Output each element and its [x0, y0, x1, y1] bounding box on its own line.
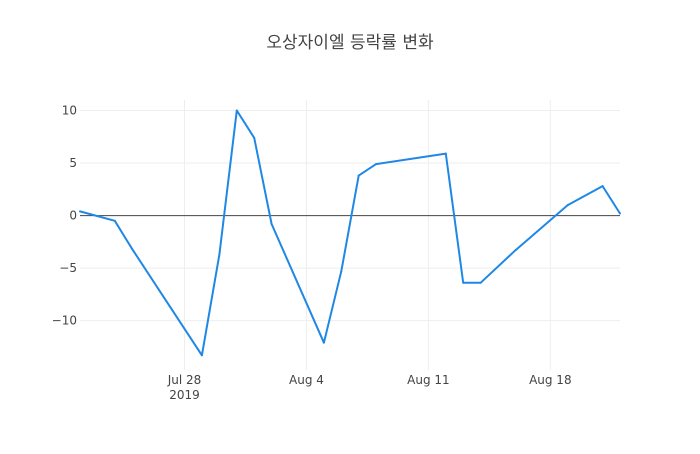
y-tick-label: 5: [69, 156, 77, 170]
series-layer: [79, 109, 621, 357]
data-point: [619, 212, 621, 215]
data-point: [113, 219, 116, 222]
data-point: [322, 341, 325, 344]
y-tick-label: 10: [62, 104, 77, 118]
data-point: [566, 204, 569, 207]
data-point: [131, 248, 134, 251]
data-point: [200, 354, 203, 357]
y-tick-label: 0: [69, 209, 77, 223]
x-tick-label: Jul 28: [167, 373, 202, 387]
data-point: [444, 152, 447, 155]
data-point: [514, 249, 517, 252]
data-point: [235, 109, 238, 112]
y-tick-label: −10: [52, 314, 77, 328]
data-point: [218, 253, 221, 256]
data-point: [357, 174, 360, 177]
x-tick-sublabel: 2019: [169, 388, 200, 402]
x-tick-label: Aug 18: [529, 373, 572, 387]
data-point: [253, 136, 256, 139]
x-tick-label: Aug 11: [407, 373, 450, 387]
data-point: [479, 281, 482, 284]
data-point: [462, 281, 465, 284]
data-point: [340, 270, 343, 273]
data-point: [601, 185, 604, 188]
data-point: [375, 163, 378, 166]
chart-title: 오상자이엘 등락률 변화: [266, 33, 434, 53]
grid-layer: [80, 100, 620, 370]
x-tick-label: Aug 4: [289, 373, 324, 387]
y-tick-label: −5: [59, 261, 77, 275]
data-point: [79, 210, 81, 213]
data-point: [270, 222, 273, 225]
